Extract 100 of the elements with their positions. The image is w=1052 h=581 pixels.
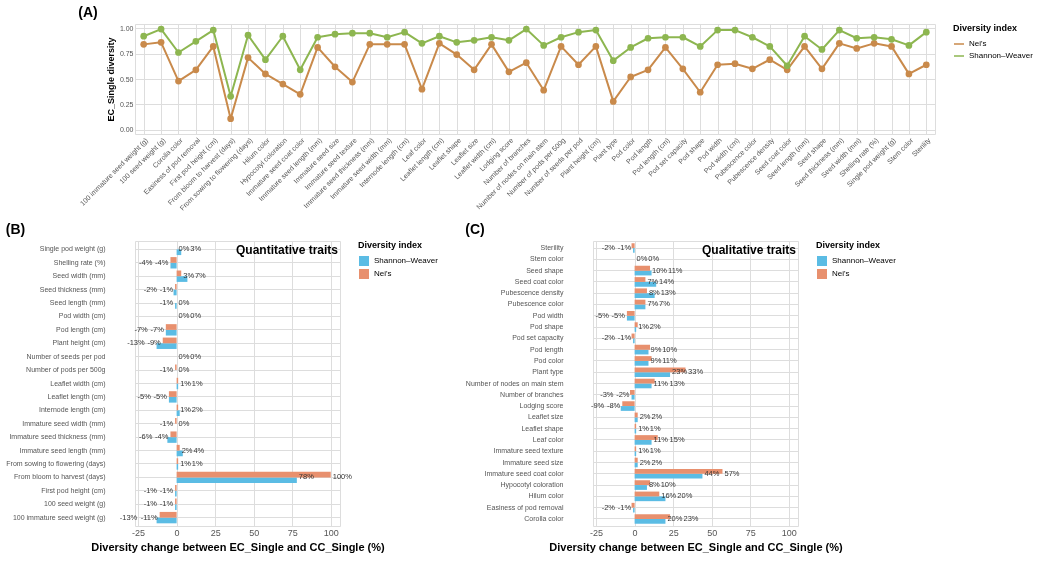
point <box>870 40 878 47</box>
bar <box>165 324 177 330</box>
legend-title: Diversity index <box>953 23 1018 33</box>
bar <box>634 518 666 524</box>
point <box>522 59 530 67</box>
point <box>905 42 913 49</box>
point <box>488 41 495 48</box>
x-tick-label: 25 <box>668 527 679 538</box>
point <box>662 33 669 41</box>
bar <box>634 288 647 294</box>
point <box>366 29 374 37</box>
point <box>331 30 339 38</box>
bar <box>176 477 297 484</box>
point <box>731 26 739 34</box>
point <box>714 61 721 69</box>
point <box>557 43 565 50</box>
x-axis-title: Diversity change between EC_Single and CC_Single (%) <box>91 540 386 553</box>
point <box>540 42 548 49</box>
point <box>766 56 774 63</box>
point <box>244 31 252 39</box>
point <box>401 41 408 48</box>
point <box>522 25 530 33</box>
legend-title: Diversity index <box>358 240 423 250</box>
y-axis-title: EC_Single diversity <box>105 37 116 122</box>
legend-title: Diversity index <box>816 240 881 250</box>
x-tick-label: 0 <box>174 527 180 538</box>
point <box>227 92 235 100</box>
point <box>453 51 461 58</box>
legend-label: Nei's <box>969 39 987 48</box>
text: (C) <box>465 221 485 237</box>
bar <box>631 243 635 249</box>
x-tick-label: 75 <box>745 527 756 538</box>
point <box>227 115 235 123</box>
x-axis-title: Diversity change between EC_Single and CC_Single (%) <box>549 540 844 553</box>
point <box>575 61 582 69</box>
point <box>331 63 339 71</box>
point <box>349 78 356 86</box>
point <box>766 43 774 50</box>
x-tick-label: 0 <box>632 527 638 538</box>
point <box>418 40 426 47</box>
point <box>279 32 287 40</box>
point <box>749 33 756 41</box>
bar <box>626 310 635 316</box>
point <box>296 66 304 74</box>
point <box>349 29 356 37</box>
point <box>192 37 200 45</box>
bar <box>156 343 177 349</box>
legend-label: Nei's <box>374 269 392 278</box>
point <box>870 33 878 41</box>
bar <box>168 391 177 397</box>
point <box>679 65 687 73</box>
bar <box>634 473 703 479</box>
bar <box>170 257 177 263</box>
x-tick-label: 50 <box>249 527 260 538</box>
point <box>505 36 513 44</box>
point <box>244 54 252 61</box>
legend-label: Shannon–Weaver <box>374 256 439 265</box>
point <box>157 38 165 46</box>
point <box>853 34 861 42</box>
bar <box>634 417 638 423</box>
point <box>818 46 826 53</box>
chart-title: (A) <box>78 4 98 20</box>
bar <box>634 304 646 310</box>
bar <box>620 406 635 411</box>
point <box>366 41 374 48</box>
point <box>453 38 461 46</box>
point <box>557 33 565 41</box>
point <box>157 25 165 33</box>
bar <box>634 439 652 445</box>
point <box>801 32 808 40</box>
bar <box>634 293 655 298</box>
bar <box>634 480 651 486</box>
point <box>696 88 704 96</box>
legend-label: Shannon–Weaver <box>832 256 897 265</box>
point <box>262 70 269 78</box>
point <box>818 65 826 73</box>
point <box>175 49 182 56</box>
legend-label: Nei's <box>832 269 850 278</box>
point <box>731 60 739 68</box>
bar <box>634 378 655 384</box>
point <box>209 26 217 34</box>
point <box>383 33 391 41</box>
point <box>296 90 304 98</box>
point <box>609 98 617 105</box>
point <box>418 85 426 93</box>
bar <box>626 315 635 321</box>
bar <box>634 277 646 282</box>
bar <box>634 372 671 378</box>
point <box>627 73 635 81</box>
bar <box>165 329 177 336</box>
point <box>644 66 652 74</box>
point <box>662 44 669 51</box>
point <box>175 77 182 85</box>
point <box>696 43 704 50</box>
point <box>679 33 687 41</box>
point <box>470 66 478 74</box>
bar <box>168 396 177 403</box>
bar <box>631 502 635 508</box>
point <box>383 41 391 48</box>
bar <box>634 457 638 463</box>
